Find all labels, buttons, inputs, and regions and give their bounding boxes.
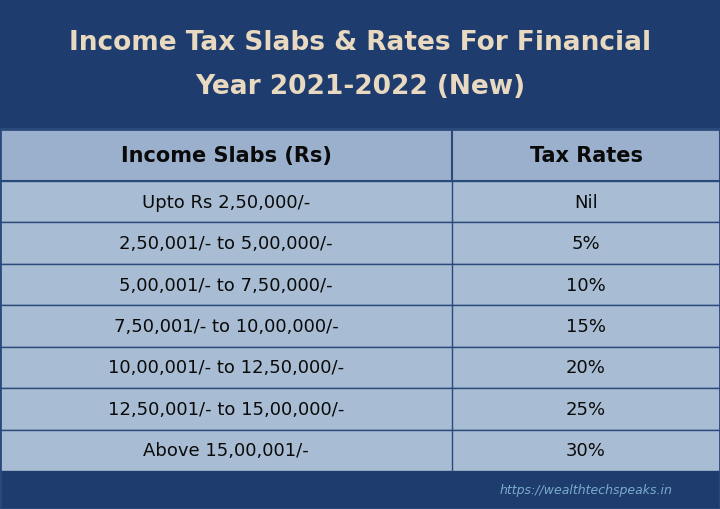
Text: 12,50,001/- to 15,00,000/-: 12,50,001/- to 15,00,000/-: [108, 400, 344, 418]
FancyBboxPatch shape: [0, 130, 720, 182]
Text: 5,00,001/- to 7,50,000/-: 5,00,001/- to 7,50,000/-: [120, 276, 333, 294]
Text: 10,00,001/- to 12,50,000/-: 10,00,001/- to 12,50,000/-: [108, 359, 344, 377]
FancyBboxPatch shape: [0, 223, 720, 264]
Text: Year 2021-2022 (New): Year 2021-2022 (New): [195, 74, 525, 100]
Text: 10%: 10%: [566, 276, 606, 294]
Text: 15%: 15%: [566, 318, 606, 335]
Text: 7,50,001/- to 10,00,000/-: 7,50,001/- to 10,00,000/-: [114, 318, 338, 335]
FancyBboxPatch shape: [0, 471, 720, 509]
FancyBboxPatch shape: [0, 388, 720, 430]
FancyBboxPatch shape: [0, 306, 720, 347]
FancyBboxPatch shape: [0, 430, 720, 471]
Text: Income Tax Slabs & Rates For Financial: Income Tax Slabs & Rates For Financial: [69, 30, 651, 56]
Text: Tax Rates: Tax Rates: [529, 146, 642, 165]
Text: 20%: 20%: [566, 359, 606, 377]
Text: https://wealthtechspeaks.in: https://wealthtechspeaks.in: [500, 484, 672, 496]
FancyBboxPatch shape: [0, 182, 720, 223]
FancyBboxPatch shape: [0, 347, 720, 388]
Text: Income Slabs (Rs): Income Slabs (Rs): [120, 146, 331, 165]
Text: 5%: 5%: [572, 235, 600, 252]
Text: 25%: 25%: [566, 400, 606, 418]
Text: Upto Rs 2,50,000/-: Upto Rs 2,50,000/-: [142, 193, 310, 211]
Text: 2,50,001/- to 5,00,000/-: 2,50,001/- to 5,00,000/-: [120, 235, 333, 252]
Text: Above 15,00,001/-: Above 15,00,001/-: [143, 441, 309, 460]
FancyBboxPatch shape: [0, 264, 720, 306]
Text: Nil: Nil: [574, 193, 598, 211]
FancyBboxPatch shape: [0, 0, 720, 130]
Text: 30%: 30%: [566, 441, 606, 460]
